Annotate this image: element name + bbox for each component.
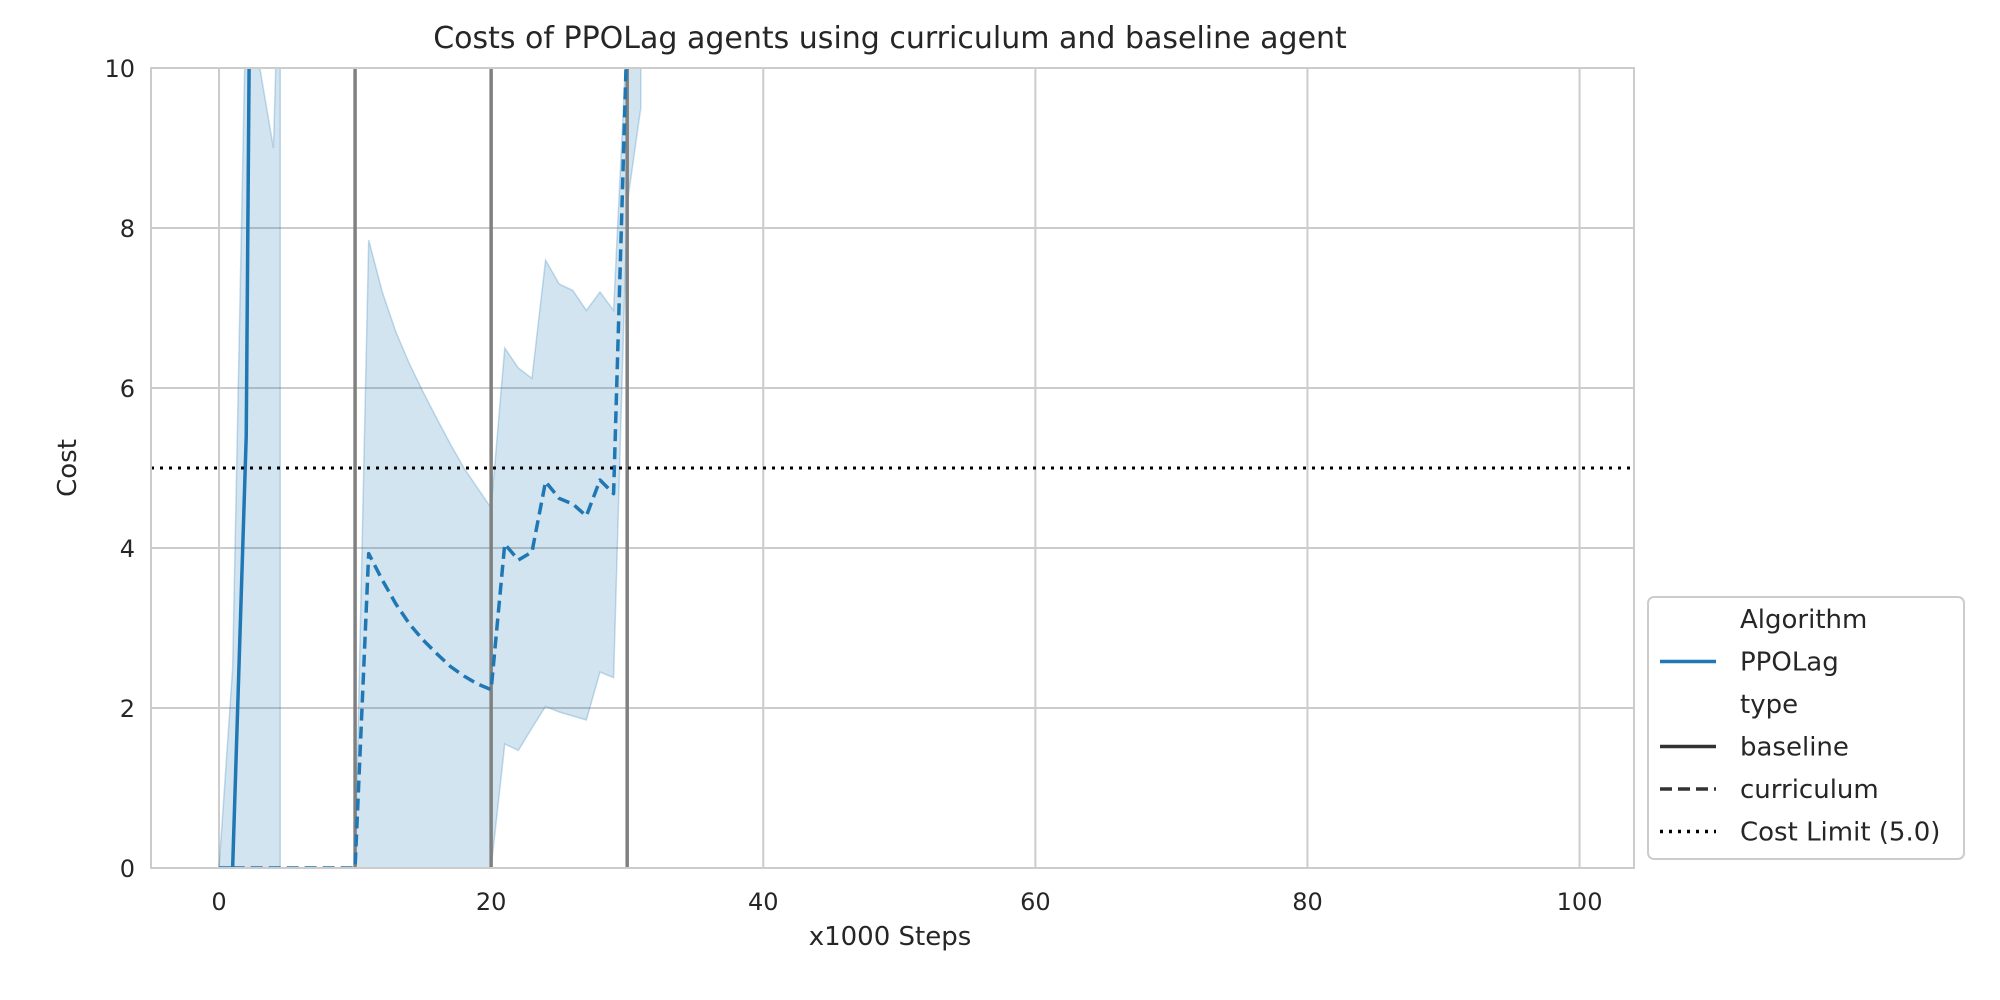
legend-entry-label: Algorithm [1740,605,1867,635]
x-tick-label: 100 [1557,888,1603,916]
y-tick-label: 4 [120,535,135,563]
x-tick-label: 80 [1292,888,1323,916]
legend-entry-label: Cost Limit (5.0) [1740,818,1940,848]
x-tick-label: 0 [211,888,226,916]
phase-boundary-lines [353,68,629,868]
legend-box [1647,596,1965,860]
y-tick-labels: 0 2 4 6 8 10 [104,55,135,883]
plot-frame [150,67,1635,869]
x-tick-label: 20 [476,888,507,916]
y-tick-label: 6 [120,375,135,403]
band-baseline [218,68,282,868]
y-tick-label: 0 [120,855,135,883]
legend-entry-label: baseline [1740,733,1849,763]
x-tick-labels: 0 20 40 60 80 100 [211,888,1602,916]
series-lines [219,68,628,868]
legend: Algorithm PPOLag type baseline curriculum Cos… [1647,596,1965,860]
band-curriculum [354,68,642,868]
series-line-baseline [219,68,251,868]
confidence-bands [218,68,642,868]
legend-entry-label: curriculum [1740,775,1879,805]
x-tick-label: 40 [748,888,779,916]
y-tick-label: 2 [120,695,135,723]
x-tick-label: 60 [1020,888,1051,916]
y-tick-label: 8 [120,215,135,243]
x-axis-label: x1000 Steps [809,922,972,952]
legend-entry-label: type [1740,690,1798,720]
series-line-curriculum [232,68,628,868]
legend-entry-label: PPOLag [1740,648,1839,678]
chart-title: Costs of PPOLag agents using curriculum … [433,21,1347,56]
y-axis-label: Cost [53,439,83,497]
y-tick-label: 10 [104,55,135,83]
